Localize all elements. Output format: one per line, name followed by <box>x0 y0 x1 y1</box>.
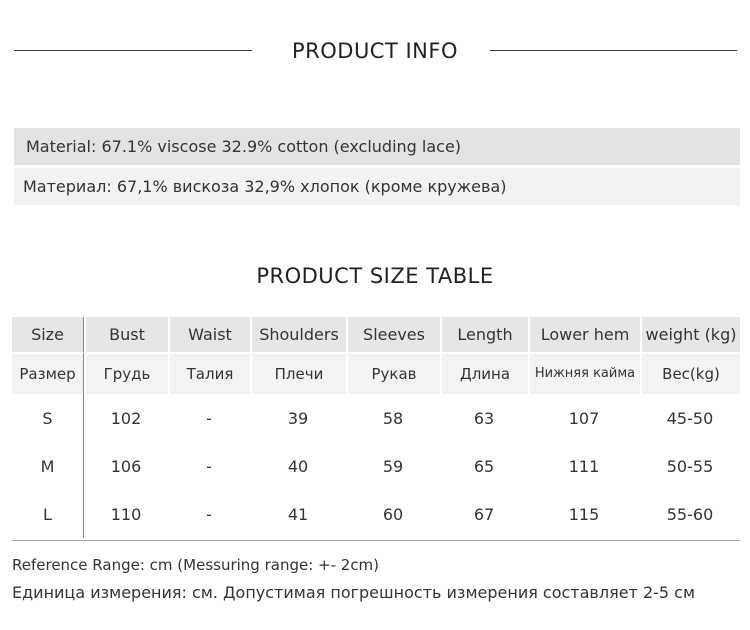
table-cell: Рукав <box>346 352 440 394</box>
product-info-title: PRODUCT INFO <box>291 39 458 63</box>
table-cell: 111 <box>568 456 600 476</box>
table-cell: Размер <box>12 352 84 394</box>
size-table-title: PRODUCT SIZE TABLE <box>256 264 494 288</box>
table-cell: 55-60 <box>666 504 714 524</box>
table-cell: M <box>12 442 84 490</box>
table-cell: 59 <box>382 456 404 476</box>
material-ru: Материал: 67,1% вискоза 32,9% хлопок (кр… <box>14 168 740 205</box>
footer-en: Reference Range: cm (Messuring range: +-… <box>12 556 380 574</box>
table-cell: 58 <box>382 408 404 428</box>
table-cell: Length <box>440 317 528 352</box>
table-cell: 50-55 <box>666 456 714 476</box>
material-en: Material: 67.1% viscose 32.9% cotton (ex… <box>14 128 740 165</box>
table-cell: 39 <box>287 408 309 428</box>
table-cell: S <box>12 394 84 442</box>
table-cell: Sleeves <box>346 317 440 352</box>
table-cell: - <box>206 504 212 524</box>
table-cell: 40 <box>287 456 309 476</box>
table-cell: L <box>12 490 84 538</box>
table-cell: Size <box>12 317 84 352</box>
table-row: L 110 - 41 60 67 115 55-60 <box>12 490 740 538</box>
table-cell: 45-50 <box>666 408 714 428</box>
table-cell: - <box>206 408 212 428</box>
table-cell: 102 <box>110 408 142 428</box>
table-cell: Нижняя кайма <box>528 352 640 394</box>
header-row-en: Size Bust Waist Shoulders Sleeves Length Lower… <box>12 317 740 352</box>
table-cell: 115 <box>568 504 600 524</box>
table-cell: Bust <box>84 317 168 352</box>
table-cell: 106 <box>110 456 142 476</box>
table-cell: Длина <box>440 352 528 394</box>
table-cell: 107 <box>568 408 600 428</box>
table-cell: Вес(kg) <box>640 352 740 394</box>
table-cell: Плечи <box>250 352 346 394</box>
divider-right <box>490 50 737 51</box>
table-cell: - <box>206 456 212 476</box>
table-cell: 110 <box>110 504 142 524</box>
table-cell: Талия <box>168 352 250 394</box>
table-cell: weight (kg) <box>640 317 740 352</box>
table-cell: Грудь <box>84 352 168 394</box>
header-row-ru: Размер Грудь Талия Плечи Рукав Длина Нижняя ка… <box>12 352 740 394</box>
table-cell: Waist <box>168 317 250 352</box>
table-cell: Lower hem <box>528 317 640 352</box>
table-row: S 102 - 39 58 63 107 45-50 <box>12 394 740 442</box>
table-cell: 63 <box>473 408 495 428</box>
size-table: Size Bust Waist Shoulders Sleeves Length Lower… <box>12 317 740 538</box>
table-cell: 65 <box>473 456 495 476</box>
table-cell: Shoulders <box>250 317 346 352</box>
footer-ru: Единица измерения: см. Допустимая погреш… <box>12 583 696 602</box>
table-row: M 106 - 40 59 65 111 50-55 <box>12 442 740 490</box>
table-cell: 41 <box>287 504 309 524</box>
table-bottom-border <box>12 540 740 541</box>
table-cell: 60 <box>382 504 404 524</box>
table-cell: 67 <box>473 504 495 524</box>
divider-left <box>14 50 252 51</box>
